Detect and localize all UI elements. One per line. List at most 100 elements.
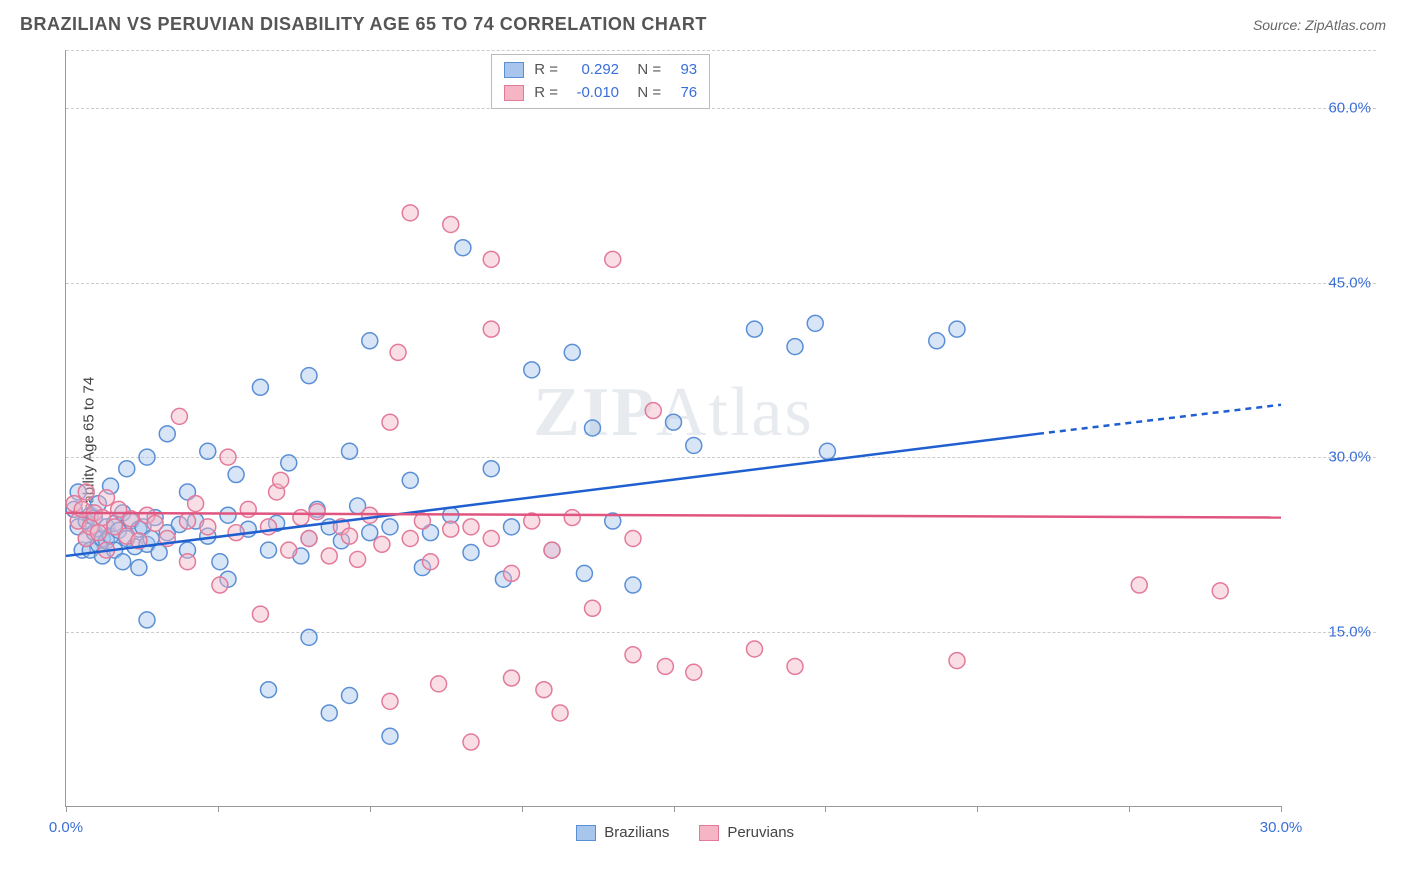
legend-swatch: [576, 825, 596, 841]
data-point: [747, 641, 763, 657]
data-point: [220, 449, 236, 465]
data-point: [483, 251, 499, 267]
r-value: -0.010: [564, 82, 619, 105]
x-tick-label: 0.0%: [49, 819, 83, 836]
data-point: [200, 443, 216, 459]
r-value: 0.292: [564, 59, 619, 82]
data-point: [273, 472, 289, 488]
n-value: 76: [667, 82, 697, 105]
data-point: [625, 647, 641, 663]
chart-svg: [66, 50, 1281, 806]
data-point: [139, 612, 155, 628]
data-point: [261, 542, 277, 558]
data-point: [293, 510, 309, 526]
n-label: N =: [629, 59, 661, 82]
data-point: [252, 606, 268, 622]
data-point: [321, 705, 337, 721]
data-point: [119, 461, 135, 477]
data-point: [686, 664, 702, 680]
data-point: [536, 682, 552, 698]
x-tick: [1129, 806, 1130, 812]
x-tick: [977, 806, 978, 812]
data-point: [1212, 583, 1228, 599]
data-point: [281, 455, 297, 471]
data-point: [463, 519, 479, 535]
legend-item: Brazilians: [576, 824, 669, 841]
r-label: R =: [534, 82, 558, 105]
data-point: [212, 554, 228, 570]
data-point: [576, 565, 592, 581]
data-point: [657, 658, 673, 674]
data-point: [455, 240, 471, 256]
data-point: [90, 525, 106, 541]
data-point: [524, 362, 540, 378]
data-point: [402, 472, 418, 488]
stats-legend: R =0.292 N =93R =-0.010 N =76: [491, 54, 710, 109]
legend-label: Peruvians: [727, 824, 794, 841]
data-point: [585, 420, 601, 436]
data-point: [686, 437, 702, 453]
data-point: [200, 519, 216, 535]
data-point: [115, 554, 131, 570]
data-point: [552, 705, 568, 721]
data-point: [382, 728, 398, 744]
data-point: [504, 670, 520, 686]
data-point: [585, 600, 601, 616]
data-point: [171, 408, 187, 424]
data-point: [929, 333, 945, 349]
data-point: [564, 344, 580, 360]
data-point: [443, 216, 459, 232]
y-tick-label: 60.0%: [1328, 100, 1371, 117]
data-point: [252, 379, 268, 395]
data-point: [350, 551, 366, 567]
data-point: [321, 548, 337, 564]
data-point: [564, 510, 580, 526]
x-tick: [522, 806, 523, 812]
data-point: [382, 693, 398, 709]
data-point: [261, 682, 277, 698]
x-tick: [370, 806, 371, 812]
data-point: [949, 321, 965, 337]
y-tick-label: 45.0%: [1328, 274, 1371, 291]
x-tick: [825, 806, 826, 812]
plot-region: ZIPAtlas R =0.292 N =93R =-0.010 N =76 B…: [65, 50, 1281, 807]
data-point: [949, 653, 965, 669]
data-point: [220, 507, 236, 523]
x-tick: [674, 806, 675, 812]
data-point: [504, 519, 520, 535]
data-point: [819, 443, 835, 459]
x-tick: [1281, 806, 1282, 812]
data-point: [99, 490, 115, 506]
data-point: [362, 525, 378, 541]
data-point: [342, 688, 358, 704]
trend-line-dashed: [1038, 405, 1281, 434]
data-point: [483, 321, 499, 337]
data-point: [807, 315, 823, 331]
data-point: [1131, 577, 1147, 593]
legend-swatch: [504, 62, 524, 78]
data-point: [131, 560, 147, 576]
data-point: [382, 519, 398, 535]
data-point: [382, 414, 398, 430]
data-point: [787, 658, 803, 674]
data-point: [180, 513, 196, 529]
data-point: [301, 368, 317, 384]
y-tick-label: 15.0%: [1328, 623, 1371, 640]
data-point: [390, 344, 406, 360]
data-point: [423, 554, 439, 570]
data-point: [747, 321, 763, 337]
data-point: [625, 531, 641, 547]
legend-swatch: [699, 825, 719, 841]
data-point: [139, 449, 155, 465]
data-point: [787, 339, 803, 355]
n-value: 93: [667, 59, 697, 82]
data-point: [605, 251, 621, 267]
source-text: Source: ZipAtlas.com: [1253, 17, 1386, 33]
data-point: [159, 426, 175, 442]
data-point: [431, 676, 447, 692]
stats-legend-row: R =-0.010 N =76: [504, 82, 697, 105]
x-tick: [218, 806, 219, 812]
data-point: [544, 542, 560, 558]
series-legend: Brazilians Peruvians: [576, 824, 794, 841]
data-point: [342, 443, 358, 459]
